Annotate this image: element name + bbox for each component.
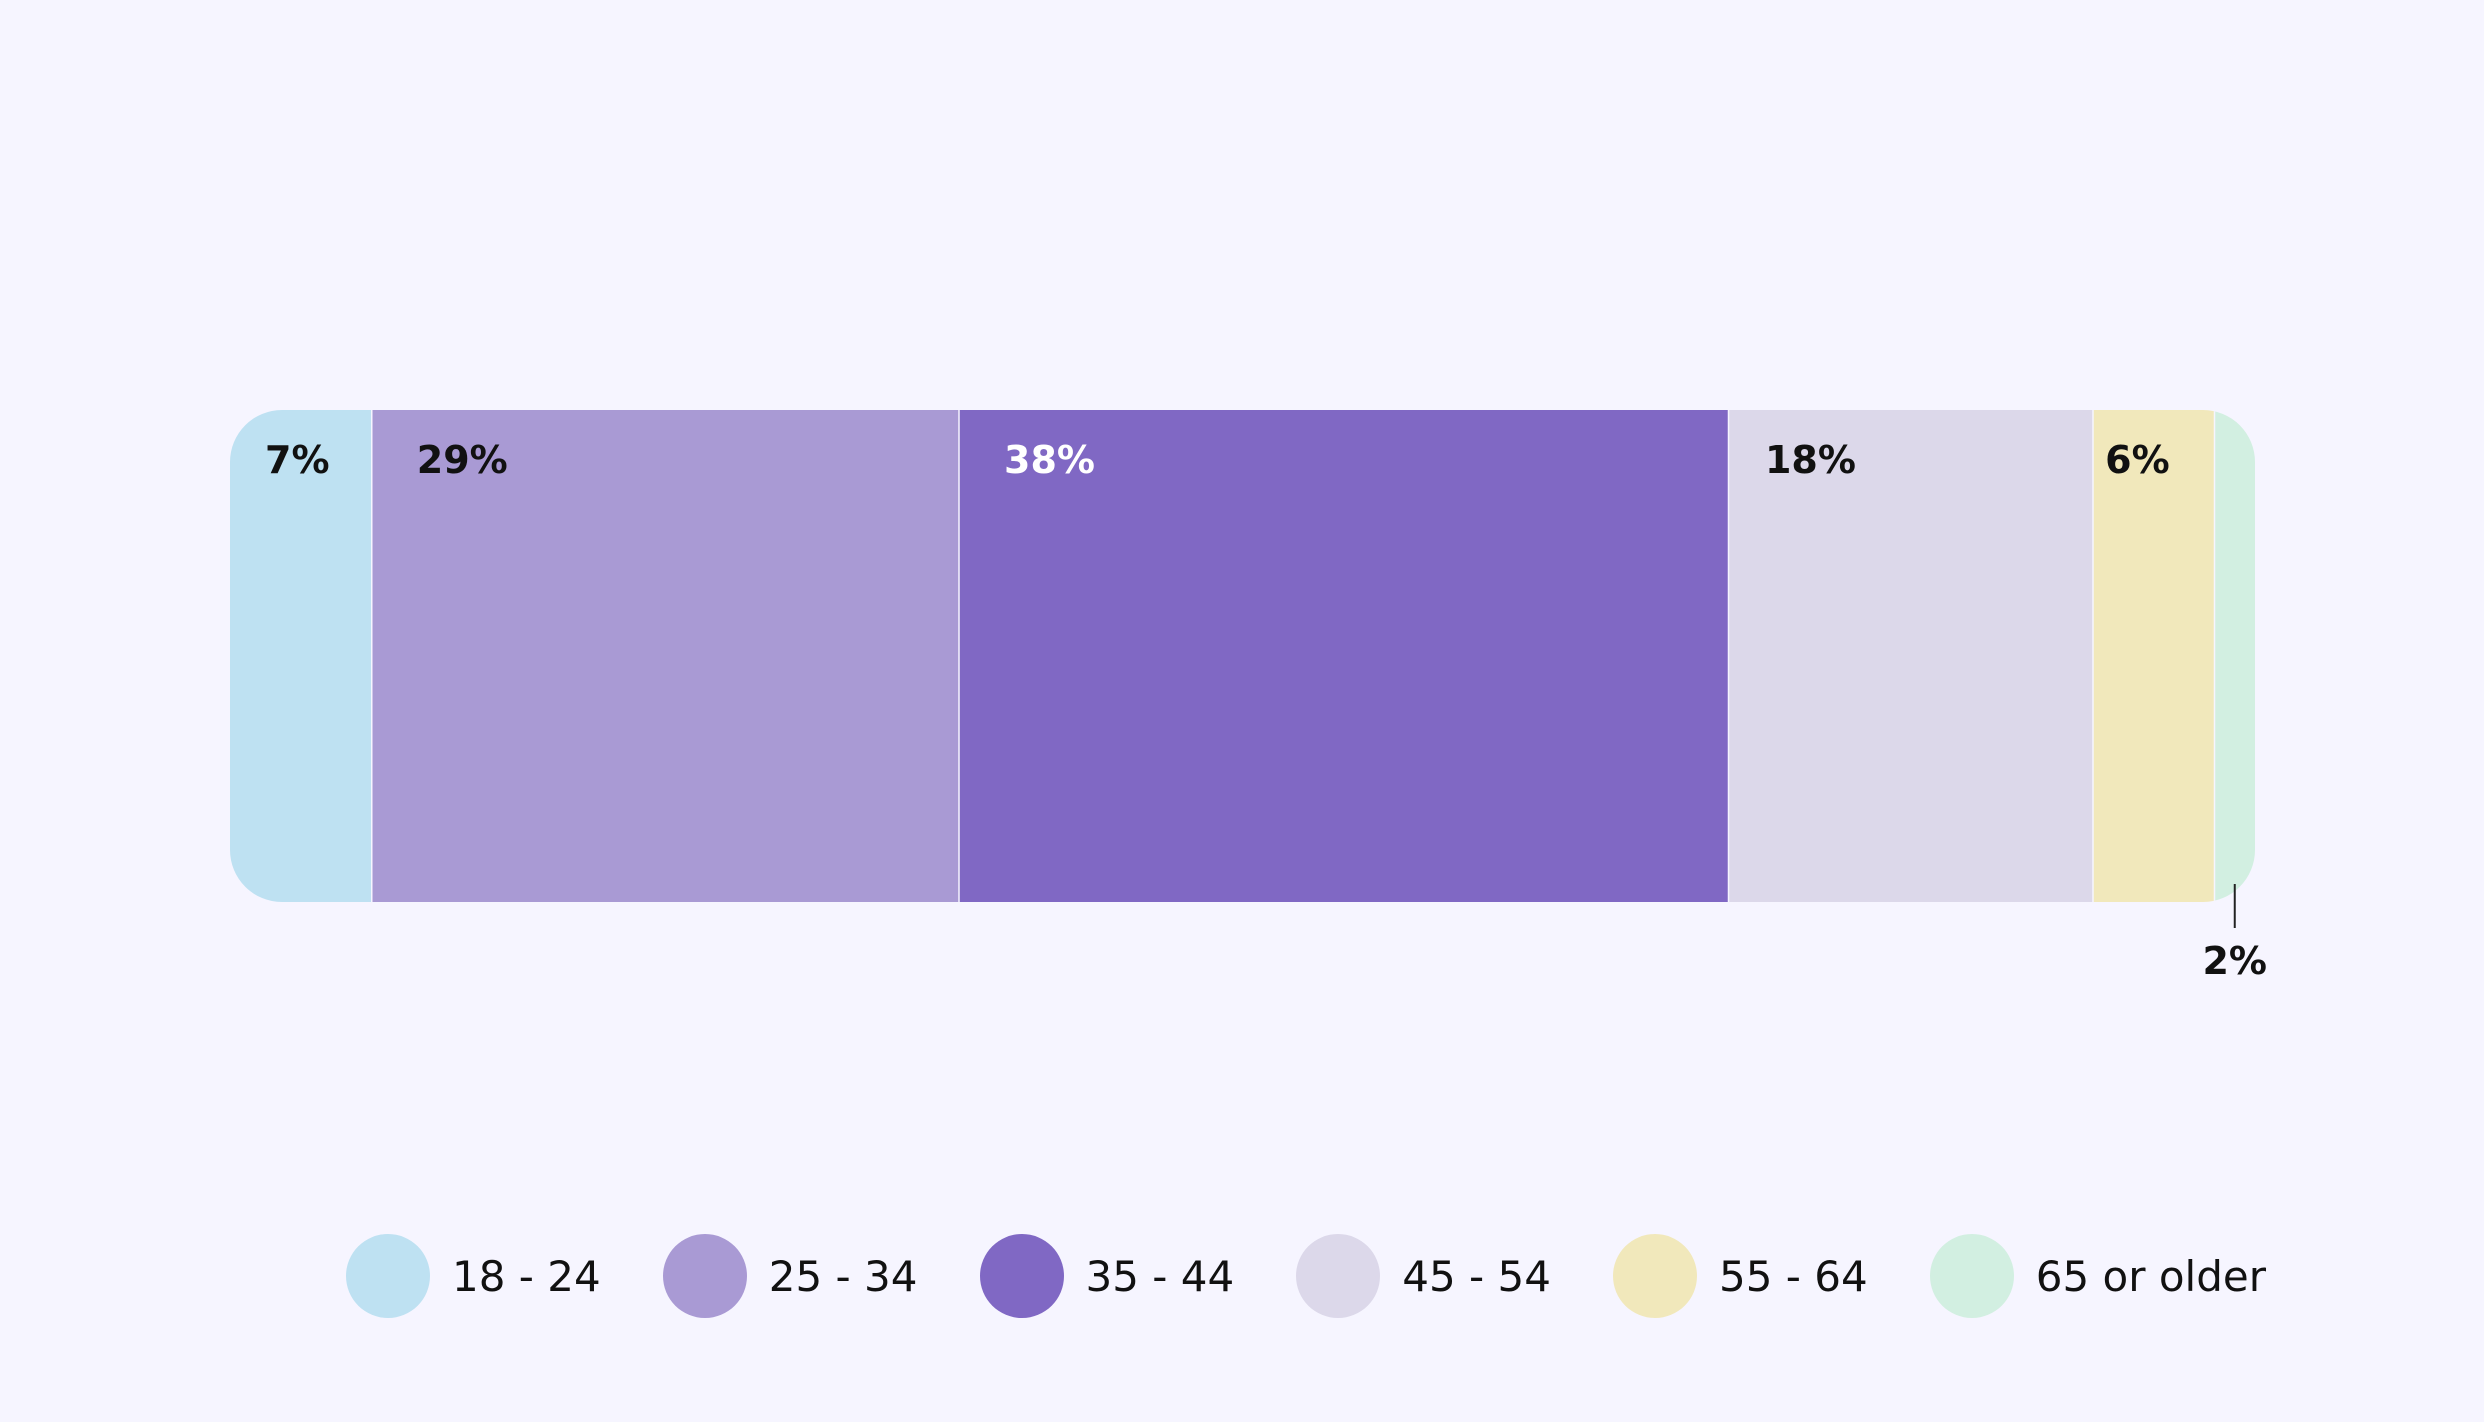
legend-label: 65 or older [2035,1251,2266,1301]
data-labels: 7% 29% 38% 18% 6% 2% [265,438,2267,983]
legend-swatch [1296,1234,1381,1318]
legend-swatch [662,1234,747,1318]
data-label-4: 18% [1765,438,1856,482]
data-label-1: 7% [265,438,330,482]
bar-segments [230,410,2255,902]
bar-segment-1 [230,410,372,902]
legend-swatch [1929,1234,2014,1318]
bar-segment-3 [959,410,1729,902]
legend-item: 35 - 44 [979,1234,1235,1318]
bar-segment-2 [371,410,959,902]
legend-label: 35 - 44 [1085,1251,1235,1301]
legend-item: 25 - 34 [662,1234,918,1318]
legend-swatch [979,1234,1064,1318]
legend-item: 65 or older [1929,1234,2266,1318]
chart-legend: 18 - 24 25 - 34 35 - 44 45 - 54 55 - 64 65 or… [346,1234,2266,1318]
data-label-5: 6% [2105,438,2170,482]
legend-item: 18 - 24 [346,1234,601,1318]
legend-swatch [346,1234,430,1318]
legend-label: 25 - 34 [768,1251,918,1301]
data-label-3: 38% [1004,438,1095,482]
legend-label: 45 - 54 [1402,1251,1551,1301]
legend-item: 45 - 54 [1296,1234,1551,1318]
legend-swatch [1613,1234,1697,1318]
bar-segment-4 [1728,410,2093,902]
legend-item: 55 - 64 [1613,1234,1868,1318]
data-label-6: 2% [2202,939,2267,983]
legend-label: 18 - 24 [452,1251,601,1301]
legend-label: 55 - 64 [1719,1251,1868,1301]
bar-segment-6 [2214,410,2255,902]
bar-segment-5 [2093,410,2215,902]
data-label-2: 29% [417,438,508,482]
